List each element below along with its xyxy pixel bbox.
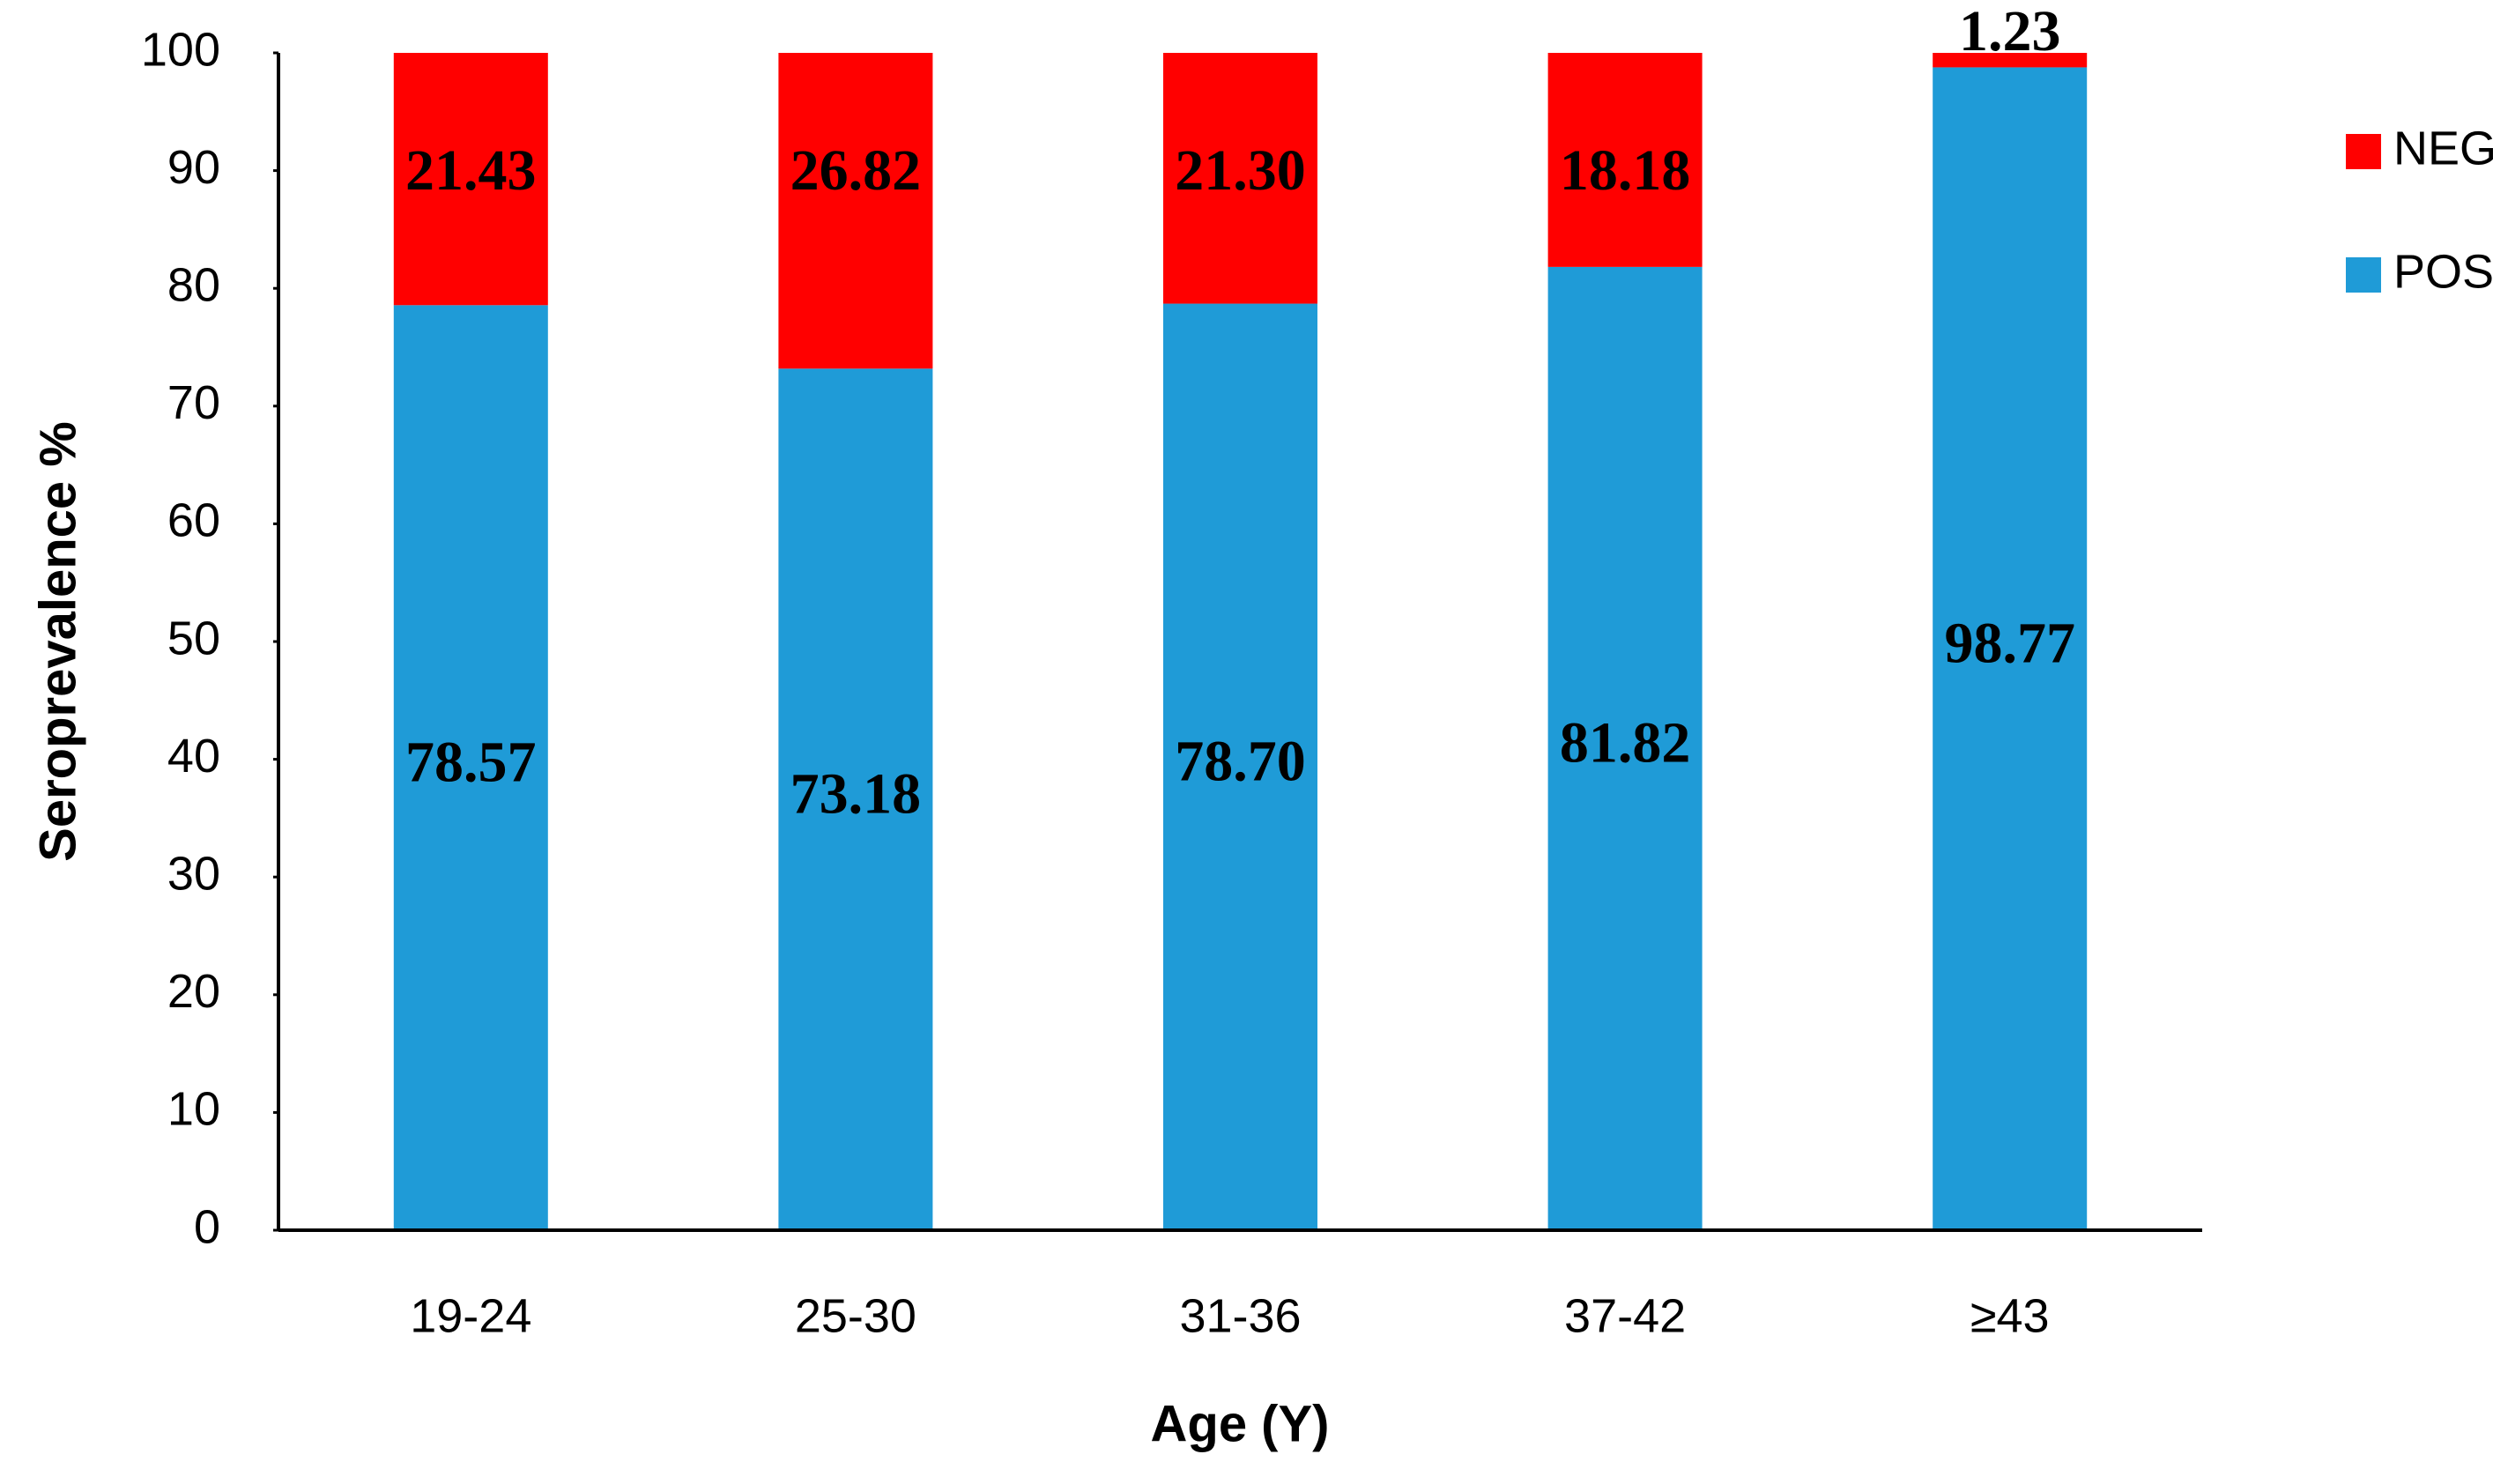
value-label: 78.70 bbox=[1175, 729, 1306, 793]
value-label: 98.77 bbox=[1944, 611, 2075, 675]
bar-segment bbox=[1163, 53, 1317, 304]
y-tick-label: 60 bbox=[167, 494, 220, 547]
y-tick-label: 40 bbox=[167, 730, 220, 783]
bar-segment bbox=[1933, 53, 2088, 68]
x-tick-label: 19-24 bbox=[410, 1289, 531, 1342]
y-tick-label: 0 bbox=[194, 1200, 220, 1253]
bar-segment bbox=[1163, 303, 1317, 1230]
bar-segment bbox=[778, 53, 933, 369]
y-tick-label: 50 bbox=[167, 612, 220, 664]
y-tick-label: 90 bbox=[167, 141, 220, 194]
x-axis-title: Age (Y) bbox=[1151, 1395, 1330, 1452]
legend-swatch bbox=[2346, 134, 2381, 169]
y-tick-label: 20 bbox=[167, 965, 220, 1018]
bar-segment bbox=[1547, 266, 1703, 1231]
bar-segment bbox=[393, 53, 548, 306]
x-tick-label: 25-30 bbox=[795, 1289, 916, 1342]
x-tick-label: ≥43 bbox=[1970, 1289, 2050, 1342]
y-tick-label: 70 bbox=[167, 376, 220, 429]
y-tick-label: 10 bbox=[167, 1083, 220, 1136]
y-tick-label: 80 bbox=[167, 258, 220, 311]
x-tick-label: 31-36 bbox=[1179, 1289, 1301, 1342]
value-label: 18.18 bbox=[1560, 138, 1691, 203]
value-label: 1.23 bbox=[1959, 0, 2061, 63]
bar-segment bbox=[778, 368, 933, 1230]
value-label: 21.43 bbox=[405, 138, 537, 203]
value-label: 81.82 bbox=[1560, 711, 1691, 775]
value-label: 78.57 bbox=[405, 730, 537, 794]
legend-swatch bbox=[2346, 257, 2381, 293]
y-tick-label: 100 bbox=[141, 23, 220, 76]
legend-label: NEG bbox=[2393, 122, 2493, 174]
value-label: 21.30 bbox=[1175, 138, 1306, 203]
bar-segment bbox=[393, 305, 548, 1230]
legend-label: POS bbox=[2393, 245, 2493, 298]
value-label: 73.18 bbox=[790, 761, 922, 826]
bar-segment bbox=[1933, 67, 2088, 1230]
x-tick-label: 37-42 bbox=[1564, 1289, 1686, 1342]
y-tick-label: 30 bbox=[167, 847, 220, 900]
bar-segment bbox=[1547, 53, 1703, 267]
value-label: 26.82 bbox=[790, 138, 922, 203]
y-axis-title: Seroprevalence % bbox=[29, 421, 86, 862]
